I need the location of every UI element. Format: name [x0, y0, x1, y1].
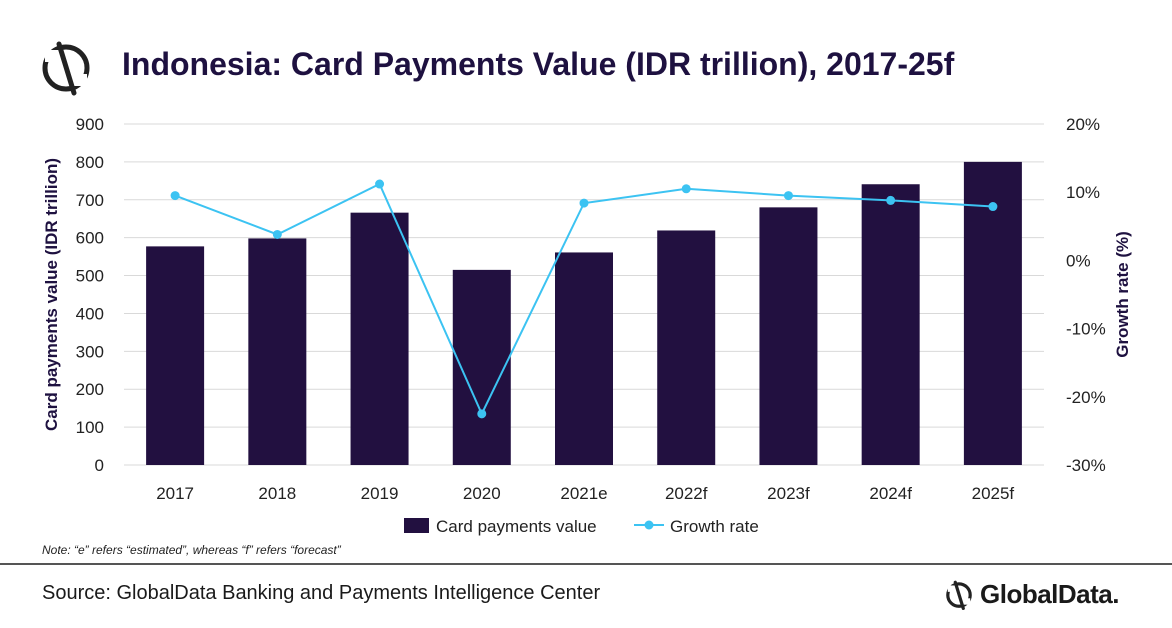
y2-tick-label: 20%	[1066, 115, 1100, 134]
y-tick-label: 700	[76, 191, 104, 210]
bar	[452, 269, 511, 465]
footer-divider	[0, 563, 1172, 565]
brand-logo: GlobalData.	[944, 576, 1119, 612]
growth-rate-point	[886, 195, 896, 205]
bar	[555, 252, 613, 465]
y2-tick-label: -10%	[1066, 320, 1106, 339]
y-tick-label: 600	[76, 229, 104, 248]
growth-rate-point	[375, 179, 385, 189]
bar	[657, 230, 716, 465]
bar	[146, 246, 205, 465]
growth-rate-point	[988, 202, 998, 212]
x-tick-label: 2021e	[560, 484, 607, 503]
y-tick-label: 0	[95, 456, 104, 475]
legend-bar-label: Card payments value	[436, 517, 597, 536]
x-tick-label: 2024f	[869, 484, 912, 503]
y2-tick-label: 10%	[1066, 183, 1100, 202]
bar	[759, 207, 818, 465]
growth-rate-point	[272, 229, 282, 239]
y2-tick-label: -20%	[1066, 388, 1106, 407]
source-text: Source: GlobalData Banking and Payments …	[42, 582, 601, 604]
y-tick-label: 400	[76, 304, 104, 323]
globaldata-logo-icon	[42, 41, 90, 96]
y-tick-label: 900	[76, 115, 104, 134]
y-tick-label: 200	[76, 380, 104, 399]
bar	[248, 238, 307, 465]
x-tick-label: 2022f	[665, 484, 708, 503]
bar	[963, 161, 1022, 465]
globaldata-small-logo-icon	[946, 580, 972, 610]
x-tick-label: 2020	[463, 484, 501, 503]
x-tick-label: 2019	[361, 484, 399, 503]
bar	[350, 212, 409, 465]
growth-rate-point	[477, 409, 487, 419]
y-tick-label: 300	[76, 342, 104, 361]
y-axis-title: Card payments value (IDR trillion)	[42, 158, 61, 431]
bar	[861, 184, 920, 465]
y2-tick-label: -30%	[1066, 456, 1106, 475]
y-tick-label: 800	[76, 153, 104, 172]
legend-line-label: Growth rate	[670, 517, 759, 536]
brand-name: GlobalData.	[980, 578, 1119, 609]
growth-rate-point	[170, 191, 180, 201]
chart: 0 100 200 300 400 500 600 700 800 900 -30% -20% -10%…	[42, 115, 1132, 536]
chart-note: Note: “e” refers “estimated”, whereas “f…	[42, 543, 341, 557]
y2-tick-label: 0%	[1066, 251, 1091, 270]
x-tick-label: 2017	[156, 484, 194, 503]
growth-rate-point	[681, 184, 691, 194]
x-tick-label: 2023f	[767, 484, 810, 503]
y2-axis-title: Growth rate (%)	[1113, 231, 1132, 358]
growth-rate-point	[579, 198, 589, 208]
y-tick-label: 100	[76, 418, 104, 437]
legend-line-marker	[644, 520, 654, 530]
x-tick-label: 2025f	[972, 484, 1015, 503]
y-tick-label: 500	[76, 267, 104, 286]
legend-bar-swatch	[404, 518, 429, 533]
growth-rate-point	[783, 191, 793, 201]
x-tick-label: 2018	[258, 484, 296, 503]
chart-title: Indonesia: Card Payments Value (IDR tril…	[122, 46, 955, 82]
